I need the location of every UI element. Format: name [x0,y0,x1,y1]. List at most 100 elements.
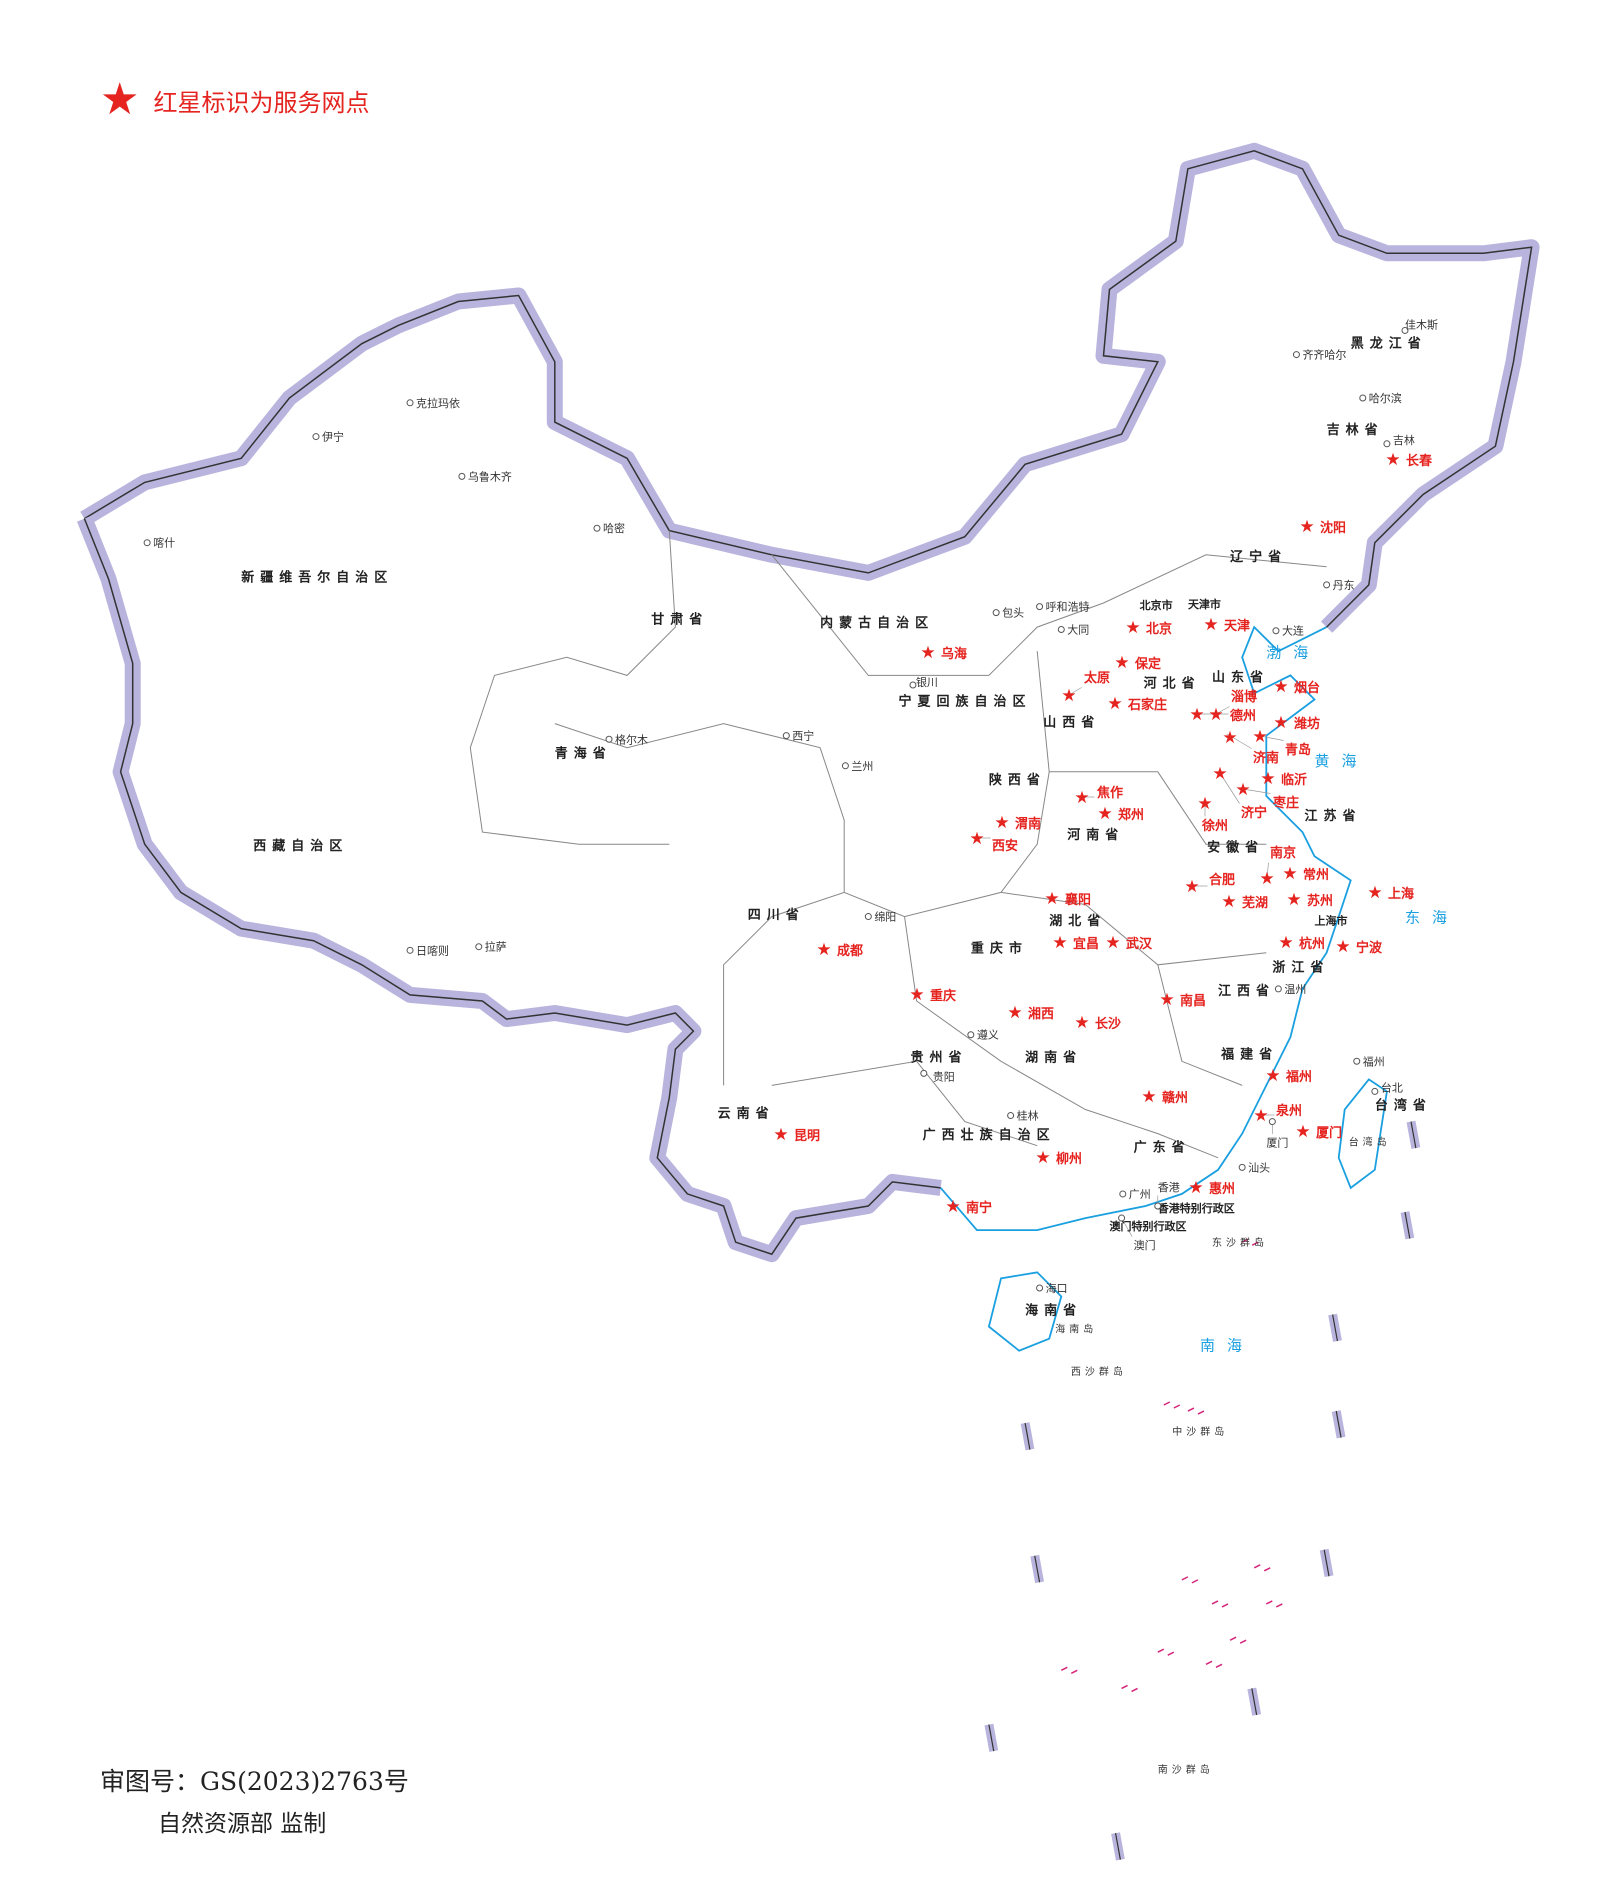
service-point-star-icon[interactable]: ★ [920,643,935,663]
province-label: 台湾省 [1375,1098,1432,1114]
service-point-star-icon[interactable]: ★ [969,829,984,849]
service-point-star-icon[interactable]: ★ [1105,933,1120,953]
city-marker [593,524,601,532]
island-reef [1229,1636,1247,1644]
service-point-star-icon[interactable]: ★ [1295,1122,1310,1142]
service-point-label: 杭州 [1299,936,1325,952]
city-marker [1007,1112,1015,1120]
service-point-star-icon[interactable]: ★ [1212,764,1227,784]
service-point-star-icon[interactable]: ★ [1385,450,1400,470]
service-point-star-icon[interactable]: ★ [816,940,831,960]
service-point-star-icon[interactable]: ★ [1260,769,1275,789]
service-point-star-icon[interactable]: ★ [1074,1013,1089,1033]
maritime-boundary-dash-line [1034,1555,1041,1583]
province-label: 湖北省 [1049,913,1106,929]
service-point-star-icon[interactable]: ★ [1273,677,1288,697]
service-point-star-icon[interactable]: ★ [1159,990,1174,1010]
service-point-star-icon[interactable]: ★ [1208,705,1223,725]
service-point-star-icon[interactable]: ★ [1097,804,1112,824]
service-point-star-icon[interactable]: ★ [1007,1003,1022,1023]
service-point-label: 赣州 [1162,1090,1188,1106]
service-point-star-icon[interactable]: ★ [1188,1178,1203,1198]
city-marker [1401,326,1409,334]
province-label: 甘肃省 [651,612,708,628]
island-reef [1205,1660,1223,1668]
service-point-star-icon[interactable]: ★ [994,813,1009,833]
service-point-star-icon[interactable]: ★ [1335,937,1350,957]
city-marker [909,681,917,689]
service-point-star-icon[interactable]: ★ [1125,618,1140,638]
service-point-star-icon[interactable]: ★ [1074,788,1089,808]
island-label: 西沙群岛 [1071,1365,1127,1378]
province-label: 宁夏回族自治区 [898,694,1031,710]
service-point-label: 青岛 [1285,742,1311,758]
city-label: 哈尔滨 [1369,391,1402,405]
service-point-star-icon[interactable]: ★ [1367,883,1382,903]
service-point-star-icon[interactable]: ★ [945,1197,960,1217]
island-label: 南沙群岛 [1158,1763,1214,1776]
province-label: 浙江省 [1272,960,1329,976]
service-point-label: 枣庄 [1272,795,1299,811]
service-point-star-icon[interactable]: ★ [1282,864,1297,884]
service-point-label: 淄博 [1231,689,1257,705]
service-point-star-icon[interactable]: ★ [1061,686,1076,706]
sea-label: 黄海 [1314,752,1368,770]
service-point-star-icon[interactable]: ★ [1107,694,1122,714]
service-point-star-icon[interactable]: ★ [1044,889,1059,909]
city-label: 呼和浩特 [1046,600,1090,614]
service-point-star-icon[interactable]: ★ [1299,517,1314,537]
province-label: 河北省 [1144,675,1201,691]
service-point-star-icon[interactable]: ★ [1253,1106,1268,1126]
service-point-star-icon[interactable]: ★ [1221,892,1236,912]
city-marker [406,946,414,954]
service-point-label: 渭南 [1015,816,1041,832]
service-point-label: 厦门 [1316,1125,1342,1141]
province-label: 广西壮族自治区 [923,1127,1056,1143]
label-leader-line [1242,788,1271,794]
service-point-star-icon[interactable]: ★ [1035,1148,1050,1168]
service-point-label: 保定 [1134,656,1161,672]
service-point-star-icon[interactable]: ★ [1273,713,1288,733]
service-point-label: 苏州 [1307,893,1333,909]
service-point-label: 济宁 [1241,805,1267,821]
service-point-label: 柳州 [1056,1151,1082,1167]
service-point-star-icon[interactable]: ★ [1222,728,1237,748]
maritime-boundary-dash-line [1332,1314,1339,1342]
city-label: 拉萨 [485,940,507,954]
service-point-star-icon[interactable]: ★ [1184,877,1199,897]
city-marker [1353,1057,1361,1065]
city-label: 大同 [1067,623,1089,637]
service-point-star-icon[interactable]: ★ [1141,1087,1156,1107]
service-point-label: 临沂 [1281,772,1307,788]
island-reef [1211,1600,1229,1608]
label-leader-line [1215,706,1230,715]
province-label: 青海省 [555,745,612,761]
province-boundary [771,1060,1038,1147]
sea-label: 东海 [1405,909,1459,927]
service-point-star-icon[interactable]: ★ [773,1125,788,1145]
service-point-star-icon[interactable]: ★ [909,985,924,1005]
label-leader-line [1266,862,1269,879]
service-point-star-icon[interactable]: ★ [1235,780,1250,800]
service-point-star-icon[interactable]: ★ [1278,933,1293,953]
service-point-label: 上海 [1388,886,1414,902]
city-marker [475,943,483,951]
city-label: 贵阳 [933,1070,955,1083]
province-label: 四川省 [748,907,805,923]
maritime-boundary-dash-line [1410,1121,1417,1149]
service-point-star-icon[interactable]: ★ [1189,705,1204,725]
service-point-star-icon[interactable]: ★ [1197,794,1212,814]
service-point-star-icon[interactable]: ★ [1114,653,1129,673]
service-point-star-icon[interactable]: ★ [1286,890,1301,910]
maritime-boundary-dash-line [1251,1688,1258,1716]
service-point-star-icon[interactable]: ★ [1203,615,1218,635]
island-reef [1157,1648,1175,1656]
maritime-boundary-dash-line [1335,1410,1342,1438]
city-label: 遵义 [977,1028,999,1042]
service-point-star-icon[interactable]: ★ [1259,869,1274,889]
service-point-star-icon[interactable]: ★ [1052,933,1067,953]
city-marker [841,762,849,770]
service-point-star-icon[interactable]: ★ [1265,1066,1280,1086]
service-point-star-icon[interactable]: ★ [1252,727,1267,747]
legend-text: 红星标识为服务网点 [153,88,370,117]
